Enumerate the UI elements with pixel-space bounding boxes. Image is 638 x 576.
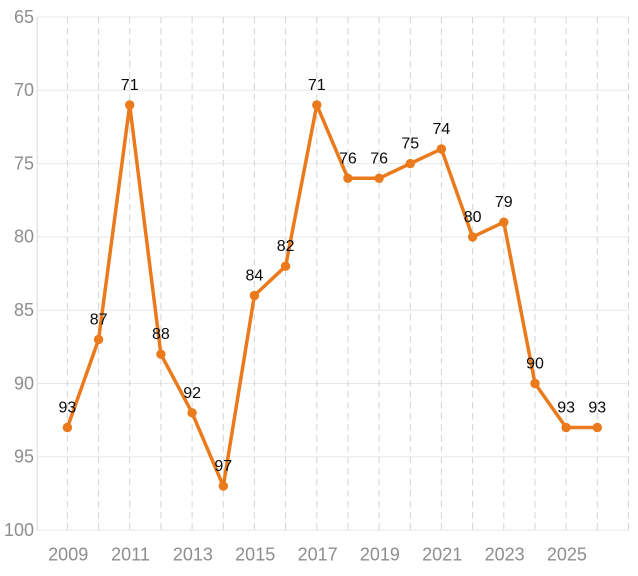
- svg-text:100: 100: [4, 520, 34, 540]
- svg-text:93: 93: [588, 400, 606, 417]
- svg-text:74: 74: [433, 121, 451, 138]
- svg-text:2013: 2013: [173, 545, 213, 565]
- svg-text:2019: 2019: [360, 545, 400, 565]
- svg-text:2015: 2015: [235, 545, 275, 565]
- svg-text:65: 65: [14, 7, 34, 27]
- svg-text:70: 70: [14, 80, 34, 100]
- svg-text:82: 82: [277, 238, 295, 255]
- svg-text:2021: 2021: [422, 545, 462, 565]
- svg-text:90: 90: [14, 373, 34, 393]
- svg-text:2017: 2017: [298, 545, 338, 565]
- svg-text:95: 95: [14, 447, 34, 467]
- svg-text:2023: 2023: [485, 545, 525, 565]
- svg-text:2009: 2009: [48, 545, 88, 565]
- svg-text:75: 75: [14, 153, 34, 173]
- svg-text:90: 90: [526, 356, 544, 373]
- svg-text:85: 85: [14, 300, 34, 320]
- svg-text:88: 88: [152, 326, 170, 343]
- svg-text:2011: 2011: [111, 545, 150, 565]
- svg-text:76: 76: [370, 150, 388, 167]
- svg-text:75: 75: [401, 136, 419, 153]
- svg-text:93: 93: [557, 400, 575, 417]
- svg-text:80: 80: [464, 209, 482, 226]
- svg-text:79: 79: [495, 194, 513, 211]
- svg-text:84: 84: [246, 268, 264, 285]
- svg-text:71: 71: [121, 77, 139, 94]
- svg-text:93: 93: [59, 400, 77, 417]
- svg-text:97: 97: [214, 458, 232, 475]
- svg-text:80: 80: [14, 227, 34, 247]
- svg-text:2025: 2025: [547, 545, 587, 565]
- svg-text:76: 76: [339, 150, 357, 167]
- svg-text:71: 71: [308, 77, 326, 94]
- svg-text:87: 87: [90, 312, 108, 329]
- svg-text:92: 92: [183, 385, 201, 402]
